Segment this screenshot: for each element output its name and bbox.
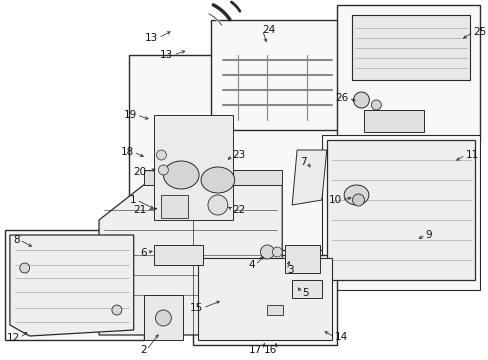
Polygon shape (326, 140, 474, 280)
Text: 15: 15 (189, 303, 203, 313)
Text: 1: 1 (130, 195, 136, 205)
Circle shape (20, 263, 30, 273)
Text: 16: 16 (264, 345, 277, 355)
Text: 18: 18 (120, 147, 133, 157)
Text: 5: 5 (302, 288, 308, 298)
Text: 19: 19 (123, 110, 136, 120)
Circle shape (353, 92, 368, 108)
Polygon shape (143, 295, 183, 340)
Text: 14: 14 (334, 332, 347, 342)
Ellipse shape (163, 161, 199, 189)
Text: 12: 12 (6, 333, 20, 343)
Polygon shape (143, 170, 282, 185)
Text: 10: 10 (328, 195, 341, 205)
Ellipse shape (201, 167, 234, 193)
Circle shape (207, 195, 227, 215)
Circle shape (370, 100, 381, 110)
Bar (364, 110, 423, 132)
Text: 2: 2 (140, 345, 146, 355)
Text: 6: 6 (140, 248, 146, 258)
Text: 17: 17 (249, 345, 262, 355)
Circle shape (156, 150, 166, 160)
Text: 21: 21 (133, 205, 146, 215)
Ellipse shape (344, 185, 368, 205)
Text: 26: 26 (335, 93, 348, 103)
Text: 13: 13 (160, 50, 173, 60)
Text: 3: 3 (286, 265, 293, 275)
Bar (336, 5, 479, 140)
Text: 24: 24 (262, 25, 275, 35)
Text: 22: 22 (232, 205, 245, 215)
Text: 9: 9 (425, 230, 431, 240)
Bar (128, 55, 356, 250)
Bar (285, 245, 319, 273)
Bar (193, 255, 336, 345)
Bar (267, 305, 283, 315)
Text: 23: 23 (232, 150, 245, 160)
Text: 7: 7 (300, 157, 306, 167)
Circle shape (352, 194, 364, 206)
Bar (291, 280, 321, 298)
Polygon shape (99, 185, 282, 335)
Circle shape (155, 310, 171, 326)
Bar (210, 20, 339, 130)
Text: 25: 25 (472, 27, 486, 37)
Text: 13: 13 (145, 33, 158, 43)
Polygon shape (198, 258, 331, 340)
Polygon shape (161, 195, 188, 218)
Polygon shape (10, 235, 133, 336)
Text: 11: 11 (465, 150, 478, 160)
Polygon shape (291, 150, 326, 205)
Text: 4: 4 (248, 260, 255, 270)
Circle shape (260, 245, 274, 259)
Circle shape (158, 165, 168, 175)
Circle shape (112, 305, 122, 315)
Bar (153, 245, 203, 265)
Bar (321, 135, 479, 290)
Bar (5, 230, 143, 340)
Polygon shape (351, 15, 469, 80)
Circle shape (272, 247, 282, 257)
Text: 20: 20 (133, 167, 146, 177)
Polygon shape (153, 115, 232, 220)
Text: 8: 8 (13, 235, 20, 245)
